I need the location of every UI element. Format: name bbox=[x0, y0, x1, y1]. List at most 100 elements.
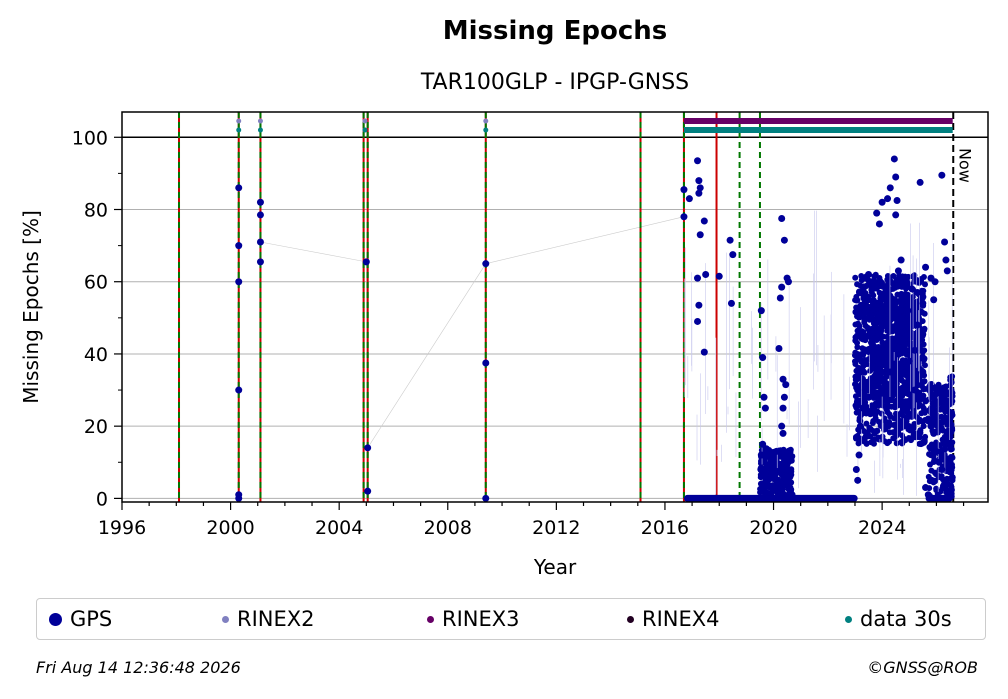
gps-point bbox=[766, 447, 773, 454]
gps-point bbox=[876, 311, 883, 318]
rinex2-point bbox=[362, 118, 368, 124]
gps-point bbox=[852, 349, 859, 356]
gps-point bbox=[949, 427, 956, 434]
gps-point bbox=[914, 393, 921, 400]
gps-point bbox=[898, 299, 905, 306]
gps-point bbox=[870, 440, 877, 447]
gps-point bbox=[878, 198, 886, 206]
rinex2-point bbox=[236, 118, 242, 124]
gps-point bbox=[947, 458, 954, 465]
chart-legend: GPS RINEX2 RINEX3 RINEX4 data 30s bbox=[36, 598, 986, 640]
gps-point bbox=[770, 456, 777, 463]
y-tick-label: 80 bbox=[84, 200, 108, 222]
gps-point bbox=[878, 369, 885, 376]
gps-point bbox=[943, 429, 950, 436]
gps-point bbox=[905, 414, 912, 421]
gps-point bbox=[882, 392, 889, 399]
gps-point bbox=[938, 413, 945, 420]
gps-point bbox=[852, 308, 859, 315]
gps-point bbox=[892, 374, 899, 381]
gps-point bbox=[931, 391, 938, 398]
gps-point bbox=[944, 404, 951, 411]
gps-point bbox=[863, 420, 870, 427]
plot-frame bbox=[121, 111, 989, 503]
gps-point bbox=[779, 429, 787, 437]
now-label: Now bbox=[955, 148, 974, 183]
gps-point bbox=[760, 393, 768, 401]
gps-point bbox=[779, 464, 786, 471]
gps-point bbox=[694, 157, 702, 165]
gps-point bbox=[930, 296, 938, 304]
gps-point bbox=[897, 393, 904, 400]
gps-point bbox=[904, 307, 912, 315]
x-tick-label: 2016 bbox=[641, 517, 689, 539]
gps-point bbox=[939, 385, 946, 392]
gps-point bbox=[927, 443, 934, 450]
gps-point bbox=[761, 404, 769, 412]
gps-point bbox=[939, 485, 946, 492]
gps-point bbox=[911, 386, 919, 394]
gps-point bbox=[870, 382, 878, 390]
gps-point bbox=[869, 306, 876, 313]
gps-point bbox=[482, 359, 490, 367]
gps-point bbox=[886, 438, 893, 445]
legend-label: RINEX3 bbox=[442, 607, 520, 631]
gps-point bbox=[872, 411, 879, 418]
gps-point bbox=[895, 337, 902, 344]
gps-point bbox=[779, 404, 787, 412]
gps-point bbox=[884, 357, 891, 364]
gps-point bbox=[874, 428, 881, 435]
gps-point bbox=[887, 324, 894, 331]
gps-point bbox=[762, 490, 769, 497]
gps-point bbox=[948, 470, 955, 477]
gps-point bbox=[890, 155, 898, 163]
gps-point bbox=[911, 346, 919, 354]
legend-item: RINEX4 bbox=[627, 607, 720, 631]
gps-point bbox=[768, 469, 775, 476]
data30s-point bbox=[362, 127, 368, 133]
gps-point bbox=[917, 429, 924, 436]
chart-title: Missing Epochs bbox=[442, 16, 668, 46]
gps-point bbox=[235, 184, 243, 192]
gps-point bbox=[948, 421, 955, 428]
gps-point bbox=[860, 438, 867, 445]
gps-point bbox=[919, 299, 927, 307]
gps-point bbox=[894, 267, 902, 275]
gps-point bbox=[787, 467, 794, 474]
gps-point bbox=[867, 278, 875, 286]
gps-point bbox=[852, 297, 859, 304]
gps-point bbox=[943, 397, 950, 404]
gps-point bbox=[890, 342, 897, 349]
gps-point bbox=[947, 382, 954, 389]
gps-point bbox=[855, 440, 862, 447]
gps-point bbox=[364, 487, 372, 495]
gps-point bbox=[884, 282, 891, 289]
gps-point bbox=[930, 429, 938, 437]
gps-point bbox=[902, 398, 909, 405]
gps-point bbox=[780, 458, 788, 466]
gps-point bbox=[364, 444, 372, 452]
gps-point bbox=[916, 328, 923, 335]
gps-point bbox=[870, 292, 877, 299]
gps-point bbox=[695, 189, 703, 197]
gps-point bbox=[894, 283, 901, 290]
gps-point bbox=[854, 313, 861, 320]
legend-marker bbox=[427, 615, 434, 623]
gps-link-line bbox=[485, 216, 685, 264]
gps-point bbox=[482, 260, 490, 268]
gps-point bbox=[922, 263, 930, 271]
gps-point bbox=[860, 285, 867, 292]
gps-point bbox=[913, 289, 921, 297]
gps-point bbox=[882, 341, 889, 348]
gps-point bbox=[854, 327, 861, 334]
legend-label: data 30s bbox=[860, 607, 952, 631]
gps-point bbox=[943, 267, 951, 275]
gps-point bbox=[948, 441, 955, 448]
legend-marker bbox=[49, 612, 62, 626]
gps-point bbox=[900, 369, 907, 376]
gps-points-layer bbox=[235, 155, 956, 502]
gps-point bbox=[871, 273, 878, 280]
gps-point bbox=[256, 238, 264, 246]
gps-point bbox=[680, 213, 688, 221]
legend-marker bbox=[627, 615, 634, 623]
